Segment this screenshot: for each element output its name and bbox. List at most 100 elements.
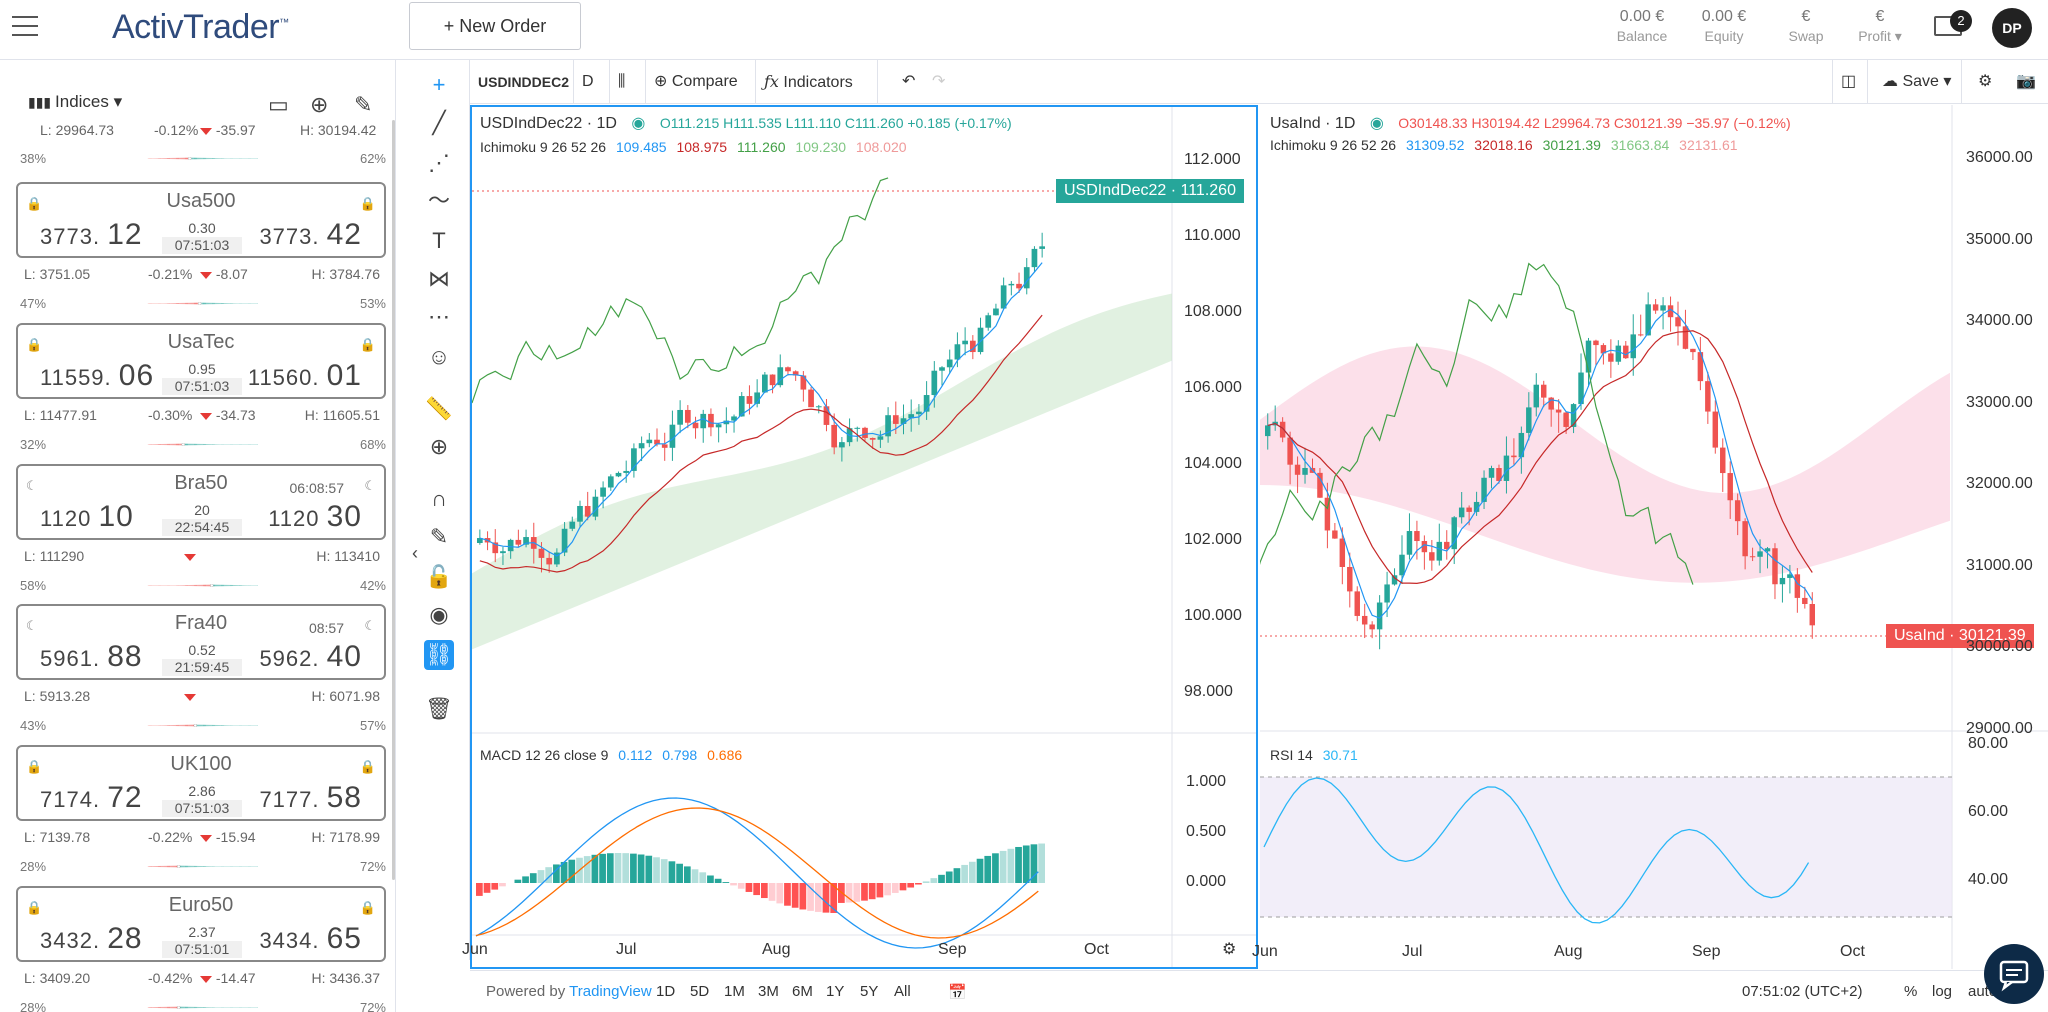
trendline-icon[interactable]: ╱ — [432, 110, 446, 135]
fib-icon[interactable]: ⋰ — [428, 150, 450, 175]
lock-icon: 🔒 — [26, 759, 43, 774]
log-toggle[interactable]: log — [1932, 983, 1953, 1000]
instrument-card-fra40[interactable]: ☾ ☾ Fra40 08:57 5961. 88 0.52 21:59:45 5962. 40 — [16, 604, 386, 680]
sell-price[interactable]: 7174. 72 — [40, 781, 143, 814]
sentiment-gauge — [147, 584, 258, 587]
y-axis-tick: 112.000 — [1184, 151, 1241, 168]
instrument-name: UsaTec — [167, 331, 235, 353]
chat-icon[interactable] — [1984, 944, 2044, 1004]
indicators-button[interactable]: ƒx Indicators — [756, 60, 878, 104]
lock-icon: 🔒 — [26, 900, 43, 915]
range-5d[interactable]: 5D — [690, 983, 710, 1000]
brush-icon[interactable]: 〜 — [427, 188, 450, 213]
sentiment-bar: 38% 62% — [20, 151, 386, 166]
prediction-icon[interactable]: ⋯ — [428, 304, 450, 329]
emoji-icon[interactable]: ☺ — [427, 344, 451, 369]
last-price-tag: UsaInd · 30121.39 — [1886, 624, 2034, 648]
zoom-in-icon[interactable]: ⊕ — [429, 434, 449, 459]
instrument-card-uk100[interactable]: 🔒 🔒 UK100 7174. 72 2.86 07:51:03 7177. 58 — [16, 745, 386, 821]
usaind-chart-canvas[interactable] — [1260, 105, 2048, 969]
pattern-icon[interactable]: ⋈ — [428, 266, 450, 291]
sell-price[interactable]: 11559. 06 — [40, 359, 155, 392]
date-range-icon[interactable]: 📅 — [948, 984, 967, 1001]
down-arrow-icon — [200, 834, 212, 842]
profit-dropdown[interactable]: € Profit ▾ — [1858, 8, 1902, 44]
buy-price[interactable]: 3773. 42 — [259, 218, 362, 251]
buy-price[interactable]: 7177. 58 — [259, 781, 362, 814]
eye-icon[interactable]: ◉ — [429, 602, 449, 627]
link-icon[interactable]: ⛓ — [424, 640, 454, 670]
new-order-button[interactable]: + New Order — [409, 2, 581, 50]
range-1y[interactable]: 1Y — [826, 983, 845, 1000]
crosshair-icon[interactable]: + — [432, 72, 446, 97]
range-5y[interactable]: 5Y — [860, 983, 879, 1000]
collapse-chevron-icon[interactable]: ‹ — [412, 543, 418, 563]
tradingview-link[interactable]: TradingView — [569, 983, 652, 1000]
undo-icon[interactable]: ↶ — [902, 73, 916, 90]
trash-icon[interactable]: 🗑 — [425, 696, 453, 721]
settings-icon[interactable]: ⚙ — [1978, 73, 1993, 90]
sell-price[interactable]: 1120 10 — [40, 500, 134, 533]
sentiment-gauge — [147, 157, 258, 160]
range-1d[interactable]: 1D — [656, 983, 676, 1000]
chart-pane-usdind[interactable]: USDIndDec22 · 1D ◉ O111.215 H111.535 L11… — [462, 105, 1258, 969]
instrument-stats: L: 5913.28 H: 6071.98 — [24, 688, 380, 704]
candle-type-icon[interactable]: ⫼ — [610, 60, 646, 104]
last-price-tag: USDIndDec22 · 111.260 — [1056, 179, 1244, 203]
text-icon[interactable]: T — [432, 228, 446, 253]
y-axis-tick: 29000.00 — [1966, 719, 2033, 737]
x-axis-tick: Jun — [462, 941, 488, 958]
sentiment-bar: 28% 72% — [20, 1000, 386, 1012]
instrument-stats: L: 3751.05 -0.21% -8.07 H: 3784.76 — [24, 266, 380, 282]
chart-legend: USDIndDec22 · 1D ◉ O111.215 H111.535 L11… — [480, 115, 1012, 132]
redo-icon[interactable]: ↷ — [932, 73, 946, 90]
sell-price[interactable]: 5961. 88 — [40, 640, 143, 673]
mail-count-badge: 2 — [1950, 10, 1972, 32]
instrument-name: Fra40 — [174, 612, 228, 634]
pen-icon[interactable]: ✎ — [354, 92, 373, 117]
range-1m[interactable]: 1M — [724, 983, 745, 1000]
equity-display: 0.00 € Equity — [1701, 8, 1747, 44]
sidebar-scrollbar[interactable] — [392, 120, 395, 880]
instrument-stats: L: 11477.91 -0.30% -34.73 H: 11605.51 — [24, 407, 380, 423]
x-axis-tick: Oct — [1840, 943, 1865, 960]
range-all[interactable]: All — [894, 983, 911, 1000]
instrument-card-usatec[interactable]: 🔒 🔒 UsaTec 11559. 06 0.95 07:51:03 11560. 01 — [16, 323, 386, 399]
y-axis-tick: 102.000 — [1184, 531, 1242, 548]
logo[interactable]: ActivTrader™ — [112, 8, 289, 46]
chart-settings-icon[interactable]: ⚙ — [1222, 941, 1237, 958]
chart-bottom-bar: Powered by TradingView 1D 5D 1M 3M 6M 1Y 5Y All… — [470, 970, 2048, 1012]
instrument-card-bra50[interactable]: ☾ ☾ Bra50 06:08:57 1120 10 20 22:54:45 1120 30 — [16, 464, 386, 540]
y-axis-tick: 98.000 — [1184, 683, 1233, 700]
compare-button[interactable]: ⊕ Compare — [646, 60, 756, 104]
magnet-icon[interactable]: ∩ — [431, 486, 447, 511]
lock-pencil-icon[interactable]: ✎ — [429, 524, 449, 549]
sentiment-gauge — [147, 865, 258, 868]
sell-price[interactable]: 3432. 28 — [40, 922, 143, 955]
zoom-icon[interactable]: ⊕ — [310, 92, 329, 117]
tablet-view-icon[interactable]: ▭ — [268, 92, 289, 117]
camera-icon[interactable]: 📷 — [2016, 73, 2036, 90]
lock-icon[interactable]: 🔓 — [425, 564, 453, 589]
layout-icon[interactable]: ◫ — [1832, 60, 1868, 104]
percent-toggle[interactable]: % — [1904, 983, 1918, 1000]
instrument-name: Bra50 — [174, 472, 228, 494]
usdind-chart-canvas[interactable] — [472, 107, 1256, 967]
buy-price[interactable]: 11560. 01 — [247, 359, 362, 392]
sell-price[interactable]: 3773. 12 — [40, 218, 143, 251]
buy-price[interactable]: 5962. 40 — [259, 640, 362, 673]
menu-icon[interactable] — [12, 16, 38, 36]
buy-price[interactable]: 1120 30 — [268, 500, 362, 533]
range-3m[interactable]: 3M — [758, 983, 779, 1000]
interval-selector[interactable]: D — [574, 60, 610, 104]
symbol-search[interactable]: USDINDDEC2 — [470, 60, 574, 104]
category-dropdown[interactable]: ▮▮▮ Indices ▾ — [28, 92, 123, 111]
instrument-card-usa500[interactable]: 🔒 🔒 Usa500 3773. 12 0.30 07:51:03 3773. 42 — [16, 182, 386, 258]
chart-pane-usaind[interactable]: UsaInd · 1D ◉ O30148.33 H30194.42 L29964… — [1252, 105, 2048, 969]
avatar[interactable]: DP — [1992, 8, 2032, 48]
buy-price[interactable]: 3434. 65 — [259, 922, 362, 955]
instrument-card-euro50[interactable]: 🔒 🔒 Euro50 3432. 28 2.37 07:51:01 3434. 65 — [16, 886, 386, 962]
range-6m[interactable]: 6M — [792, 983, 813, 1000]
save-button[interactable]: ☁ Save ▾ — [1874, 60, 1962, 104]
ruler-icon[interactable]: 📏 — [425, 396, 453, 421]
